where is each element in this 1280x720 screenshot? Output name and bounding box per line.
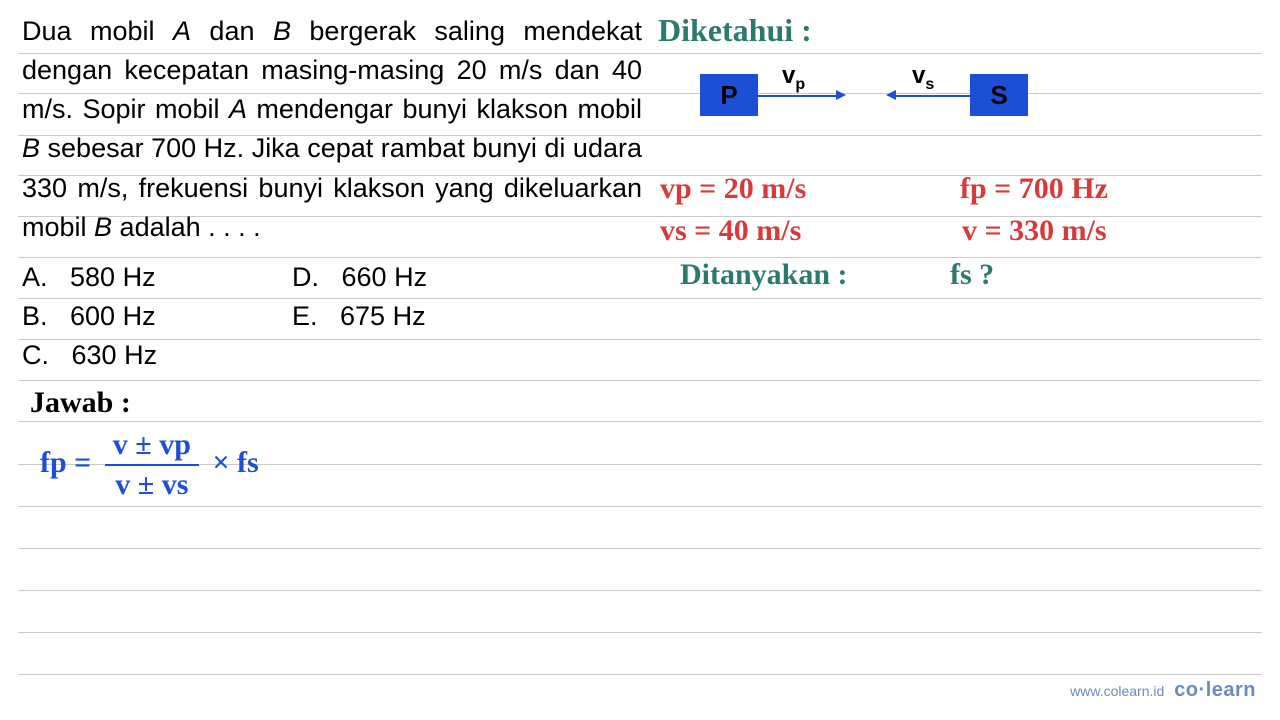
arrow-vp-head bbox=[836, 90, 846, 100]
footer-url: www.colearn.id bbox=[1070, 683, 1164, 699]
formula-fraction: v ± vp v ± vs bbox=[105, 428, 199, 502]
arrow-vp-line bbox=[758, 95, 838, 97]
option-c: C. 630 Hz bbox=[22, 336, 292, 375]
arrow-vs-line bbox=[896, 95, 970, 97]
formula-rhs: × fs bbox=[212, 446, 258, 479]
given-vs: vs = 40 m/s bbox=[660, 214, 801, 248]
vp-label: vp bbox=[782, 62, 805, 94]
box-p: P bbox=[700, 74, 758, 116]
ditanyakan-label: Ditanyakan : bbox=[680, 258, 848, 292]
option-b: B. 600 Hz bbox=[22, 297, 292, 336]
jawab-label: Jawab : bbox=[30, 386, 131, 420]
answer-options: A. 580 Hz D. 660 Hz B. 600 Hz E. 675 Hz … bbox=[22, 258, 492, 375]
formula-lhs: fp = bbox=[40, 446, 91, 479]
given-vp: vp = 20 m/s bbox=[660, 172, 806, 206]
given-v: v = 330 m/s bbox=[962, 214, 1107, 248]
doppler-formula: fp = v ± vp v ± vs × fs bbox=[40, 428, 259, 502]
option-e: E. 675 Hz bbox=[292, 297, 492, 336]
footer-logo: co·learn bbox=[1174, 679, 1256, 701]
velocity-diagram: P S vp vs bbox=[700, 70, 1080, 120]
question-text: Dua mobil A dan B bergerak saling mendek… bbox=[22, 12, 642, 247]
box-s: S bbox=[970, 74, 1028, 116]
ditanyakan-fs: fs ? bbox=[950, 258, 994, 292]
given-fp: fp = 700 Hz bbox=[960, 172, 1108, 206]
footer-brand: www.colearn.id co·learn bbox=[1070, 679, 1256, 702]
vs-label: vs bbox=[912, 62, 934, 94]
diketahui-label: Diketahui : bbox=[658, 12, 812, 49]
option-d: D. 660 Hz bbox=[292, 258, 492, 297]
arrow-vs-head bbox=[886, 90, 896, 100]
option-a: A. 580 Hz bbox=[22, 258, 292, 297]
